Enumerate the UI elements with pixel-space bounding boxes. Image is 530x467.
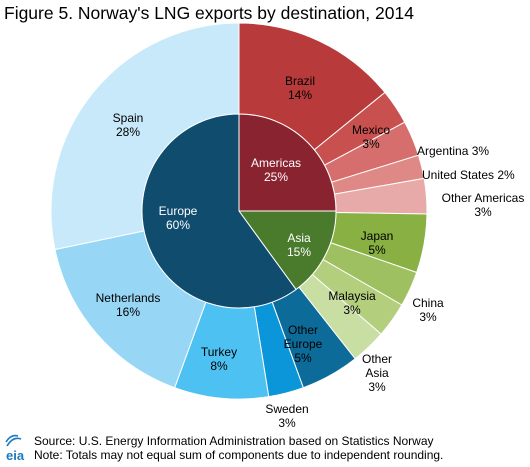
outer-label-malaysia: Malaysia 3%	[328, 289, 376, 317]
inner-label-asia: Asia 15%	[287, 231, 311, 259]
chart-title: Figure 5. Norway's LNG exports by destin…	[4, 3, 414, 23]
outer-label-sweden: Sweden 3%	[265, 402, 308, 430]
outer-label-japan: Japan 5%	[361, 229, 394, 257]
outer-label-spain: Spain 28%	[113, 111, 144, 139]
outer-label-brazil: Brazil 14%	[285, 74, 315, 102]
outer-label-united-states: United States 2%	[422, 168, 515, 182]
rounding-note: Note: Totals may not equal sum of compon…	[34, 448, 444, 462]
source-note: Source: U.S. Energy Information Administ…	[34, 434, 434, 448]
svg-text:eia: eia	[6, 448, 25, 463]
inner-slice-asia	[238, 210, 337, 291]
outer-label-other-europe: Other Europe 5%	[284, 323, 323, 365]
outer-label-other-asia: Other Asia 3%	[362, 352, 392, 394]
inner-slice-europe	[141, 113, 297, 309]
eia-logo-icon: eia	[5, 434, 25, 463]
inner-slice-americas	[238, 113, 337, 212]
footer: Source: U.S. Energy Information Administ…	[34, 434, 443, 462]
outer-label-argentina: Argentina 3%	[417, 144, 489, 158]
inner-label-europe: Europe 60%	[159, 204, 198, 232]
outer-label-turkey: Turkey 8%	[201, 345, 237, 373]
outer-label-netherlands: Netherlands 16%	[96, 291, 161, 319]
outer-label-other-americas: Other Americas 3%	[442, 191, 525, 219]
outer-label-mexico: Mexico 3%	[352, 123, 390, 151]
inner-label-americas: Americas 25%	[251, 156, 301, 184]
outer-label-china: China 3%	[412, 296, 444, 324]
